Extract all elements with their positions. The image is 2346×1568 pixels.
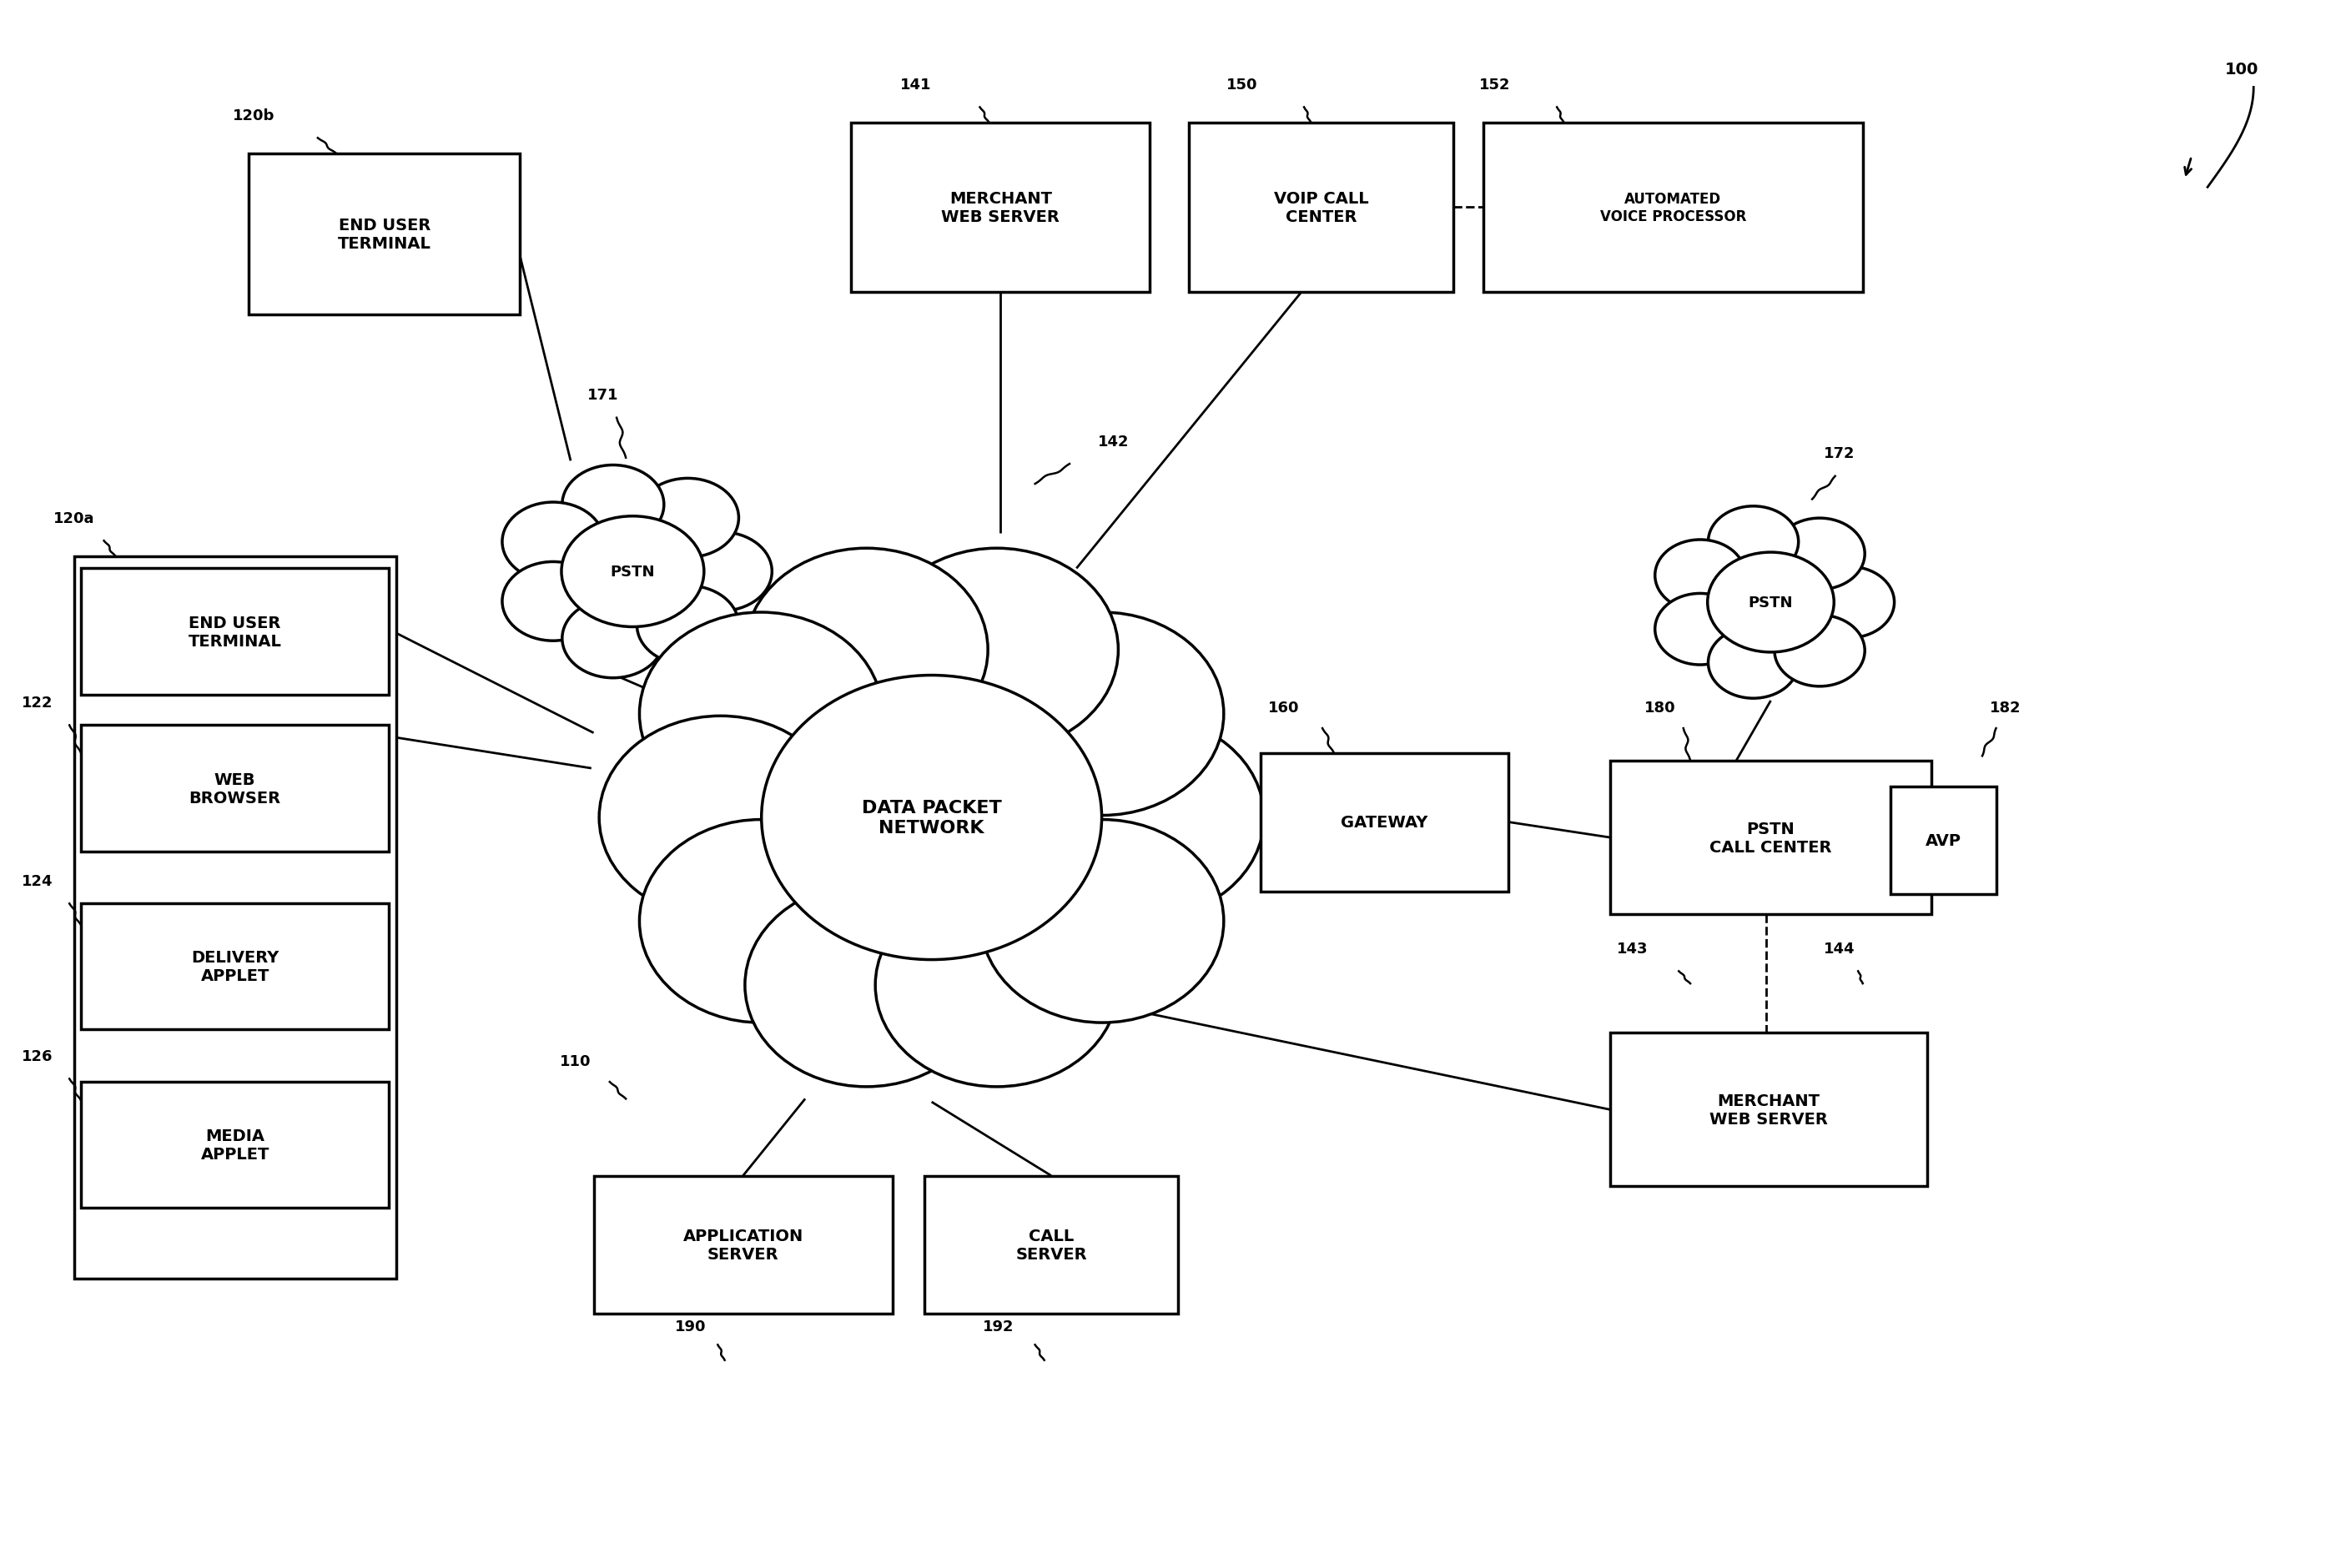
Ellipse shape (1708, 627, 1799, 699)
FancyBboxPatch shape (1609, 760, 1931, 914)
FancyBboxPatch shape (80, 569, 389, 695)
Text: GATEWAY: GATEWAY (1342, 814, 1429, 831)
Ellipse shape (563, 599, 664, 679)
Text: 152: 152 (1480, 77, 1511, 93)
Ellipse shape (502, 563, 603, 641)
Text: MEDIA
APPLET: MEDIA APPLET (202, 1127, 270, 1162)
Ellipse shape (636, 586, 739, 665)
Text: AUTOMATED
VOICE PROCESSOR: AUTOMATED VOICE PROCESSOR (1600, 191, 1745, 224)
FancyBboxPatch shape (1891, 787, 1996, 895)
Text: 160: 160 (1267, 699, 1300, 715)
Ellipse shape (598, 717, 842, 919)
Text: PSTN: PSTN (1748, 596, 1792, 610)
Text: 142: 142 (1098, 434, 1128, 448)
Text: 192: 192 (983, 1319, 1013, 1334)
Ellipse shape (746, 549, 988, 751)
Ellipse shape (561, 516, 704, 627)
Text: 171: 171 (586, 387, 619, 403)
Text: VOIP CALL
CENTER: VOIP CALL CENTER (1274, 191, 1368, 224)
Text: END USER
TERMINAL: END USER TERMINAL (188, 615, 282, 649)
FancyBboxPatch shape (75, 557, 396, 1279)
Ellipse shape (671, 533, 772, 612)
Text: 182: 182 (1989, 699, 2020, 715)
FancyBboxPatch shape (249, 154, 521, 315)
Text: 110: 110 (561, 1054, 591, 1068)
Ellipse shape (640, 613, 882, 815)
Text: 141: 141 (901, 77, 931, 93)
Text: 172: 172 (1825, 447, 1856, 461)
Text: CALL
SERVER: CALL SERVER (1016, 1228, 1086, 1262)
FancyBboxPatch shape (80, 1082, 389, 1207)
FancyBboxPatch shape (1483, 124, 1863, 292)
Text: PSTN
CALL CENTER: PSTN CALL CENTER (1710, 820, 1832, 855)
Text: AVP: AVP (1926, 833, 1961, 848)
Ellipse shape (502, 503, 603, 582)
Ellipse shape (762, 676, 1103, 960)
FancyBboxPatch shape (1609, 1033, 1926, 1187)
Text: APPLICATION
SERVER: APPLICATION SERVER (683, 1228, 802, 1262)
Text: 190: 190 (676, 1319, 706, 1334)
Ellipse shape (1708, 506, 1799, 579)
Text: 122: 122 (21, 695, 54, 710)
Ellipse shape (981, 613, 1225, 815)
Text: MERCHANT
WEB SERVER: MERCHANT WEB SERVER (941, 191, 1060, 224)
Text: 180: 180 (1645, 699, 1675, 715)
FancyBboxPatch shape (80, 903, 389, 1030)
Text: 124: 124 (21, 873, 54, 889)
Text: 120b: 120b (232, 108, 274, 124)
Text: PSTN: PSTN (610, 564, 655, 580)
Ellipse shape (1774, 615, 1865, 687)
Text: WEB
BROWSER: WEB BROWSER (190, 771, 282, 806)
Ellipse shape (640, 820, 882, 1022)
Ellipse shape (1654, 539, 1745, 612)
FancyBboxPatch shape (594, 1176, 891, 1314)
FancyBboxPatch shape (852, 124, 1150, 292)
Ellipse shape (1654, 594, 1745, 665)
Text: DATA PACKET
NETWORK: DATA PACKET NETWORK (861, 800, 1002, 836)
Ellipse shape (981, 820, 1225, 1022)
FancyBboxPatch shape (80, 726, 389, 851)
Text: END USER
TERMINAL: END USER TERMINAL (338, 218, 432, 252)
Ellipse shape (875, 549, 1119, 751)
Ellipse shape (1774, 519, 1865, 590)
Text: 100: 100 (2226, 61, 2259, 77)
Ellipse shape (563, 466, 664, 544)
Text: 143: 143 (1616, 941, 1649, 956)
Text: 126: 126 (21, 1049, 54, 1063)
FancyBboxPatch shape (1260, 753, 1508, 892)
FancyBboxPatch shape (1189, 124, 1455, 292)
Ellipse shape (1021, 717, 1264, 919)
Ellipse shape (1708, 554, 1835, 652)
Text: DELIVERY
APPLET: DELIVERY APPLET (190, 950, 279, 985)
Ellipse shape (636, 478, 739, 558)
Text: 120a: 120a (54, 511, 94, 525)
Ellipse shape (1804, 568, 1893, 638)
Text: MERCHANT
WEB SERVER: MERCHANT WEB SERVER (1710, 1093, 1828, 1127)
Text: 150: 150 (1227, 77, 1257, 93)
FancyBboxPatch shape (924, 1176, 1178, 1314)
Text: 144: 144 (1825, 941, 1856, 956)
Ellipse shape (746, 884, 988, 1087)
Ellipse shape (875, 884, 1119, 1087)
